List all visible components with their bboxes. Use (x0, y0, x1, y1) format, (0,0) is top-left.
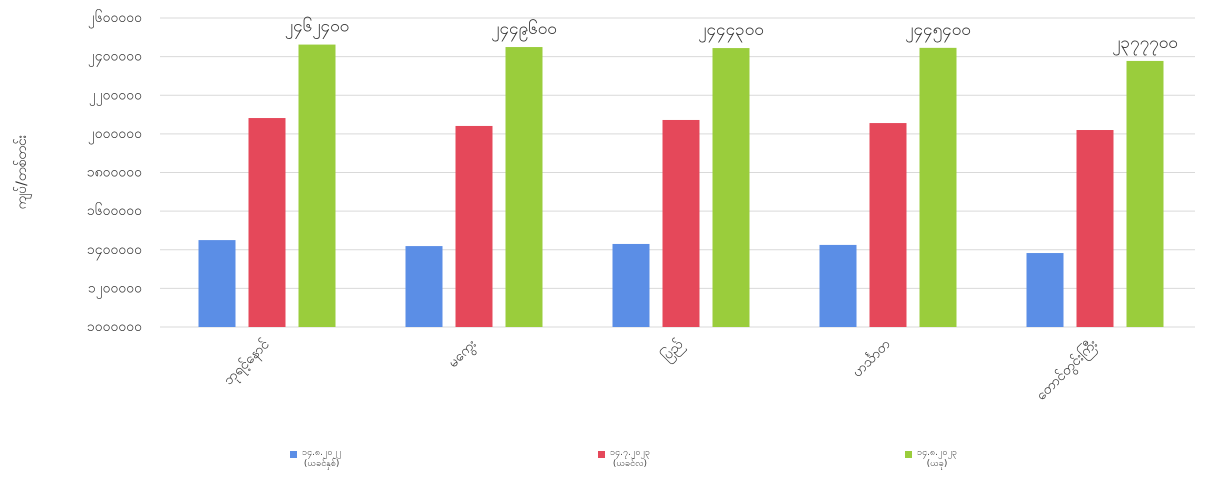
x-tick-label: ဟင်္သာတ (849, 336, 894, 381)
y-tick-label: ၁၄၀၀၀၀၀ (87, 242, 142, 260)
bar (919, 47, 957, 328)
bar (869, 123, 907, 327)
y-tick-label: ၁၀၀၀၀၀၀ (87, 319, 142, 335)
y-tick-label: ၂၆၀၀၀၀၀ (88, 10, 142, 28)
bar (248, 118, 286, 327)
y-tick-label: ၁၂၀၀၀၀၀ (88, 280, 142, 298)
bar (1026, 253, 1064, 327)
legend-label: ၁၄.၈.၂၀၂၂ (ယခင်နှစ်) (302, 448, 342, 469)
y-tick-label: ၂၀၀၀၀၀၀ (88, 126, 142, 144)
y-tick-label: ၂၄၀၀၀၀၀ (88, 49, 142, 67)
bar (612, 243, 650, 327)
bar (298, 44, 336, 327)
bar (1126, 60, 1164, 327)
x-tick-label: တောင်တွင်းကြီး (1033, 335, 1103, 405)
data-label: ၂၄၆၂၄၀၀ (285, 16, 350, 40)
y-tick-label: ၁၆၀၀၀၀၀ (87, 203, 142, 219)
x-tick-label: မကွေး (445, 336, 481, 372)
legend-swatch (598, 451, 605, 458)
y-tick-label: ၁၈၀၀၀၀၀ (87, 165, 142, 181)
data-label: ၂၃၇၇၇၀၀ (1112, 33, 1178, 56)
bar (1076, 130, 1114, 327)
bar (198, 240, 236, 327)
bar (505, 47, 543, 328)
data-label: ၂၄၄၅၄၀၀ (905, 20, 971, 43)
bar (819, 244, 857, 327)
x-tick-label: ပြည် (658, 336, 688, 366)
legend-item: ၁၄.၇.၂၀၂၃ (ယခင်လ) (598, 448, 650, 470)
legend-label: ၁၄.၇.၂၀၂၃ (ယခင်လ) (610, 448, 650, 469)
bar (405, 246, 443, 327)
data-label: ၂၄၄၄၃၀၀ (698, 20, 764, 43)
data-label: ၂၄၄၉၆၀၀ (491, 18, 557, 42)
bar (712, 48, 750, 328)
y-tick-label: ၂၂၀၀၀၀၀ (89, 87, 142, 105)
bar (455, 125, 493, 327)
legend-item: ၁၄.၈.၂၀၂၂ (ယခင်နှစ်) (290, 448, 341, 470)
x-tick-label: ဘုရင့်နောင် (221, 336, 275, 390)
legend-item: ၁၄.၈.၂၀၂၃ (ယခု) (905, 448, 957, 470)
y-axis-label: ကျပ်/တစ်တင်း (14, 134, 32, 209)
legend-label: ၁၄.၈.၂၀၂၃ (ယခု) (917, 448, 957, 469)
legend-swatch (905, 451, 912, 458)
legend-swatch (290, 451, 297, 458)
bar (662, 119, 700, 327)
